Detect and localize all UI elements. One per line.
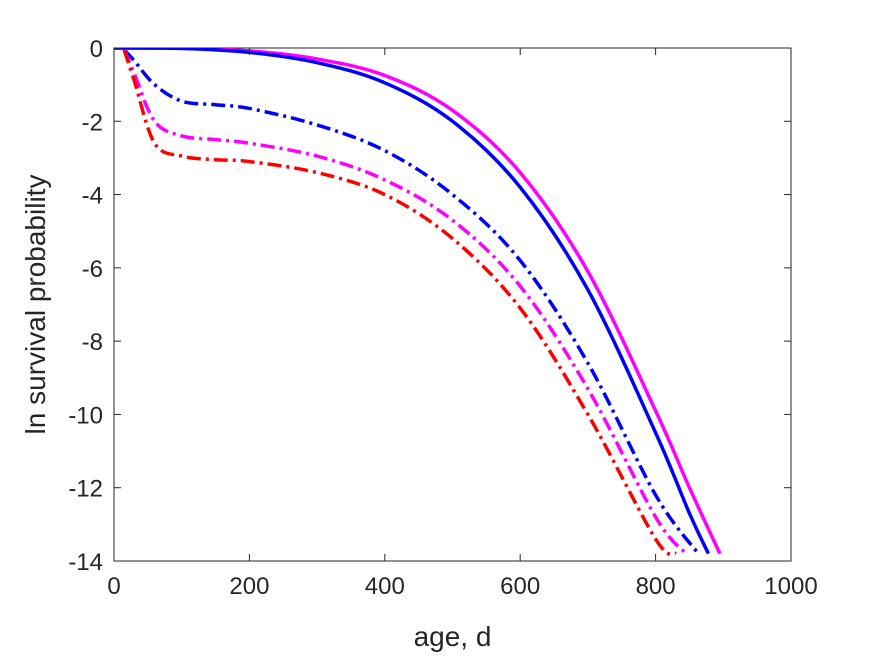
y-tick-label: -8	[82, 329, 103, 356]
x-axis-title: age, d	[414, 621, 492, 652]
x-tick-label: 0	[107, 573, 120, 600]
y-tick-label: -14	[68, 549, 103, 576]
y-tick-label: -4	[82, 183, 103, 210]
x-tick-label: 400	[365, 573, 405, 600]
series-layer	[114, 48, 722, 556]
y-axis-title: ln survival probability	[20, 175, 51, 435]
y-tick-label: -12	[68, 476, 103, 503]
series-line-2	[114, 48, 710, 555]
x-tick-label: 600	[500, 573, 540, 600]
series-line-1	[114, 48, 722, 555]
plot-frame	[113, 47, 792, 562]
plot-area-box	[113, 47, 792, 562]
x-tick-label: 1000	[764, 573, 817, 600]
series-line-5	[122, 49, 677, 556]
y-tick-label: -2	[82, 109, 103, 136]
x-tick-label: 800	[636, 573, 676, 600]
ticks-layer: 0 200 400 600 800 1000 0 -2 -4 -6 -8 -10 -12 -14	[68, 36, 817, 600]
x-tick-label: 200	[229, 573, 269, 600]
series-line-4	[122, 49, 688, 555]
y-tick-label: -10	[68, 402, 103, 429]
y-tick-label: 0	[90, 36, 103, 63]
series-line-3	[122, 48, 700, 555]
y-tick-label: -6	[82, 256, 103, 283]
